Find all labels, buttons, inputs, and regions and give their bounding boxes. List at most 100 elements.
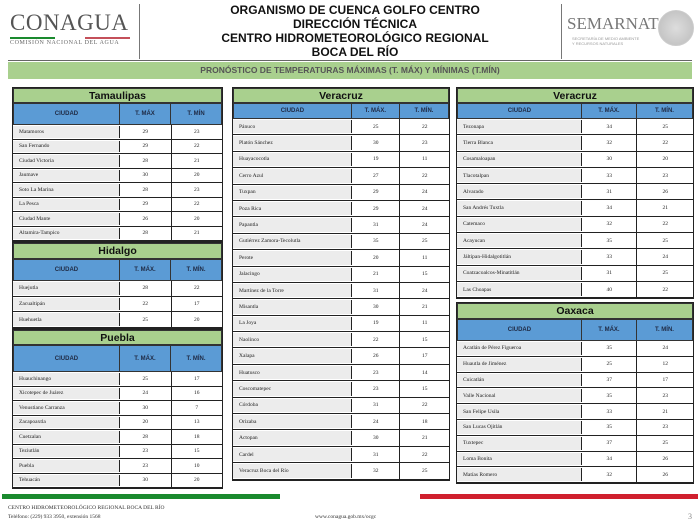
city-cell: Alvarado: [457, 185, 582, 199]
table-row: La Pesca 29 22: [13, 197, 222, 212]
max-temp-cell: 35: [352, 233, 401, 250]
column-header: CIUDAD: [14, 104, 120, 124]
max-temp-cell: 35: [582, 341, 638, 356]
state-title: Hidalgo: [13, 243, 222, 259]
table-row: Huejutla 28 22: [13, 281, 222, 297]
conagua-logo: CONAGUA COMISIÓN NACIONAL DEL AGUA: [10, 10, 130, 46]
table-row: Cerro Azul 27 22: [233, 168, 449, 185]
max-temp-cell: 28: [120, 226, 172, 240]
min-temp-cell: 20: [194, 316, 200, 323]
max-temp-cell: 37: [582, 435, 638, 451]
table-row: San Fernando 29 22: [13, 139, 222, 154]
table-row: Jalacingo 21 15: [233, 266, 449, 283]
table-row: Pánuco 25 22: [233, 119, 449, 136]
max-temp-cell: 33: [582, 404, 638, 419]
min-temp-cell: 17: [662, 376, 668, 383]
min-temp-cell: 22: [662, 286, 668, 293]
city-cell: Catemaco: [457, 217, 582, 232]
max-temp-cell: 28: [120, 183, 172, 197]
min-temp-cell: 23: [194, 186, 200, 193]
max-temp-cell: 30: [120, 401, 172, 415]
city-cell: Huatusco: [233, 365, 352, 380]
city-cell: Ciudad Mante: [13, 213, 120, 225]
city-cell: Cuicatlán: [457, 373, 582, 387]
table-row: Xalapa 26 17: [233, 348, 449, 365]
table-row: Tezonapa 34 25: [457, 119, 693, 136]
max-temp-cell: 25: [120, 312, 172, 328]
column-header: CIUDAD: [14, 260, 120, 280]
table-row: Gutiérrez Zamora-Tecolutla 35 25: [233, 233, 449, 251]
max-temp-cell: 32: [582, 135, 638, 151]
min-temp-cell: 22: [194, 285, 200, 292]
max-temp-cell: 20: [120, 415, 172, 429]
column-header: T. MÁX.: [582, 104, 637, 118]
min-temp-cell: 17: [421, 353, 428, 360]
city-cell: Ciudad Victoria: [13, 155, 120, 167]
city-cell: Jalacingo: [233, 267, 352, 281]
max-temp-cell: 19: [352, 315, 401, 332]
max-temp-cell: 37: [582, 372, 638, 388]
max-temp-cell: 29: [352, 184, 401, 200]
max-temp-cell: 20: [352, 250, 401, 266]
city-cell: Coatzacoalcos-Minatitlán: [457, 266, 582, 280]
max-temp-cell: 31: [582, 265, 638, 281]
column-header: T. MÍN.: [654, 108, 674, 114]
city-cell: Perote: [233, 251, 352, 265]
title-line: CENTRO HIDROMETEOROLÓGICO REGIONAL: [221, 31, 489, 45]
forecast-table-hidalgo: Hidalgo CIUDAD T. MÁX. T. MÍN. Huejutla 28 22 Z…: [12, 242, 223, 330]
min-temp-cell: 24: [421, 287, 428, 294]
max-temp-cell: 35: [582, 419, 638, 435]
table-row: Veracruz Boca del Río 32 25: [233, 463, 449, 480]
city-cell: Venustiano Carranza: [13, 402, 120, 414]
min-temp-cell: 12: [662, 361, 668, 368]
max-temp-cell: 28: [120, 281, 172, 296]
city-cell: Tezonapa: [457, 120, 582, 134]
min-temp-cell: 22: [662, 139, 668, 146]
table-header: CIUDAD T. MÁX. T. MÍN.: [233, 103, 449, 119]
title-line: BOCA DEL RÍO: [311, 45, 399, 59]
table-row: Naolinco 22 15: [233, 332, 449, 349]
column-header: CIUDAD: [234, 104, 352, 118]
max-temp-cell: 23: [352, 364, 401, 381]
min-temp-cell: 26: [662, 455, 668, 462]
column-header: T. MÁX.: [352, 104, 400, 118]
column-header: T. MÁX.: [120, 260, 171, 280]
min-temp-cell: 22: [421, 123, 428, 130]
table-row: Alvarado 31 26: [457, 184, 693, 201]
column-header: T. MÍN.: [414, 108, 434, 114]
header-rule: [8, 60, 692, 61]
max-temp-cell: 29: [352, 200, 401, 217]
city-cell: Altamira-Tampico: [13, 227, 120, 239]
table-row: Tlacotalpan 33 23: [457, 167, 693, 185]
table-row: Acayucan 35 25: [457, 233, 693, 250]
min-temp-cell: 25: [662, 237, 668, 244]
max-temp-cell: 30: [120, 473, 172, 487]
min-temp-cell: 24: [421, 222, 428, 229]
table-row: Huauchinango 25 17: [13, 372, 222, 387]
column-header: CIUDAD: [458, 104, 582, 118]
footer-url[interactable]: www.conagua.gob.mx/ocgc: [315, 514, 377, 520]
forecast-table-tamaulipas: Tamaulipas CIUDAD T. MÁX T. MÍN Matamoros 29 2…: [12, 87, 223, 242]
max-temp-cell: 31: [352, 282, 401, 299]
forecast-table-oaxaca: Oaxaca CIUDAD T. MÁX. T. MÍN. Acatlán de Pér…: [456, 302, 694, 485]
max-temp-cell: 22: [352, 332, 401, 348]
city-cell: Coscomatepec: [233, 382, 352, 396]
table-row: Zacapoaxtla 20 13: [13, 415, 222, 430]
city-cell: Xicotepec de Juárez: [13, 387, 120, 399]
city-cell: Matías Romero: [457, 468, 582, 482]
min-temp-cell: 21: [421, 435, 428, 442]
table-header: CIUDAD T. MÁX. T. MÍN.: [457, 103, 693, 119]
city-cell: Huautla de Jiménez: [457, 357, 582, 371]
max-temp-cell: 30: [352, 430, 401, 446]
max-temp-cell: 32: [582, 467, 638, 483]
min-temp-cell: 20: [194, 215, 200, 222]
table-row: San Andrés Tuxtla 34 21: [457, 200, 693, 217]
national-seal-icon: [658, 10, 694, 46]
table-row: Puebla 23 10: [13, 459, 222, 474]
min-temp-cell: 21: [194, 157, 200, 164]
min-temp-cell: 23: [662, 172, 668, 179]
table-row: Zacualtipán 22 17: [13, 296, 222, 313]
semarnat-subtitle: SECRETARÍA DE MEDIO AMBIENTE Y RECURSOS …: [572, 36, 640, 46]
footer-red-bar: [420, 494, 698, 499]
table-row: Altamira-Tampico 28 21: [13, 226, 222, 241]
